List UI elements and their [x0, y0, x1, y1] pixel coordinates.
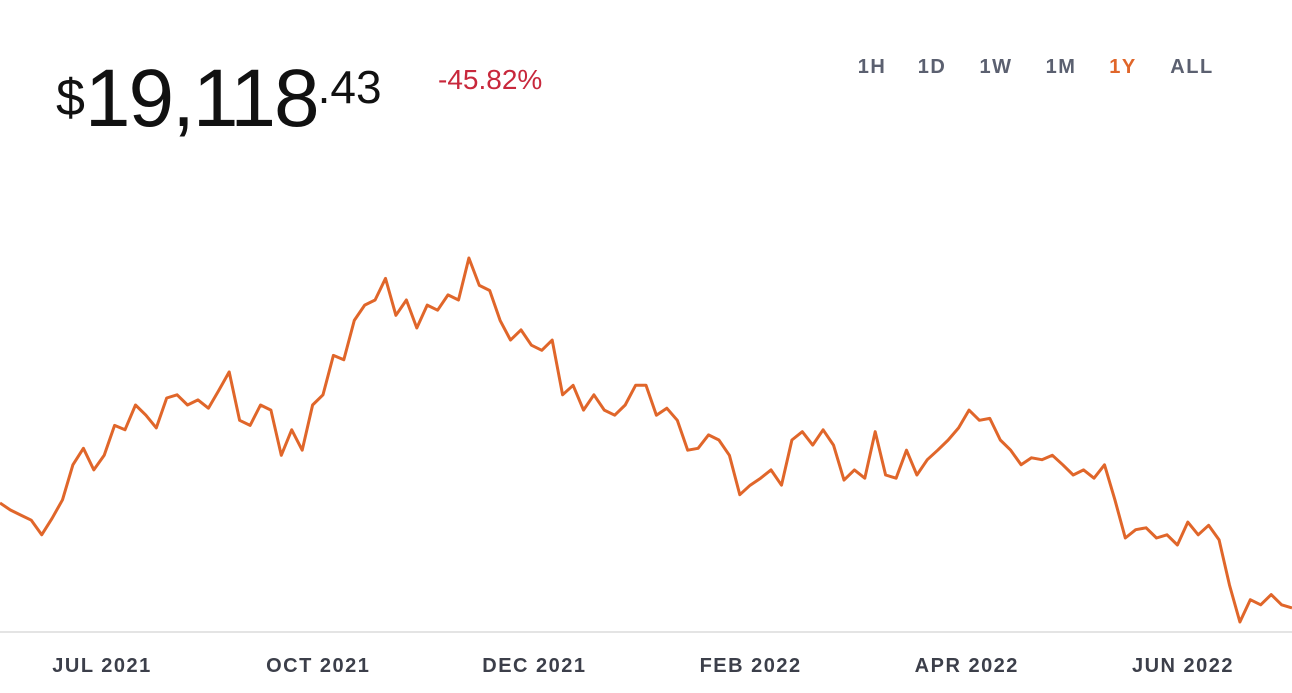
- currency-symbol: $: [56, 69, 85, 127]
- price: $19,118.43: [56, 52, 382, 146]
- range-selector: 1H 1D 1W 1M 1Y ALL: [0, 56, 1292, 86]
- range-button[interactable]: 1D: [917, 56, 947, 78]
- price-change: -45.82%: [438, 64, 543, 95]
- range-button[interactable]: 1Y: [1109, 56, 1137, 78]
- range-button[interactable]: 1W: [979, 56, 1013, 78]
- price-line: [0, 256, 1292, 624]
- price-fraction: .43: [317, 61, 382, 113]
- x-tick-label: JUL 2021: [52, 655, 151, 677]
- x-tick-label: FEB 2022: [700, 655, 802, 677]
- price-integer: 19,118: [84, 53, 320, 144]
- range-button[interactable]: 1M: [1045, 56, 1077, 78]
- x-tick-label: JUN 2022: [1132, 655, 1234, 677]
- range-button[interactable]: ALL: [1170, 56, 1214, 78]
- x-tick-label: APR 2022: [915, 655, 1019, 677]
- range-button[interactable]: 1H: [857, 56, 887, 78]
- x-tick-label: OCT 2021: [266, 655, 370, 677]
- x-tick-label: DEC 2021: [482, 655, 586, 677]
